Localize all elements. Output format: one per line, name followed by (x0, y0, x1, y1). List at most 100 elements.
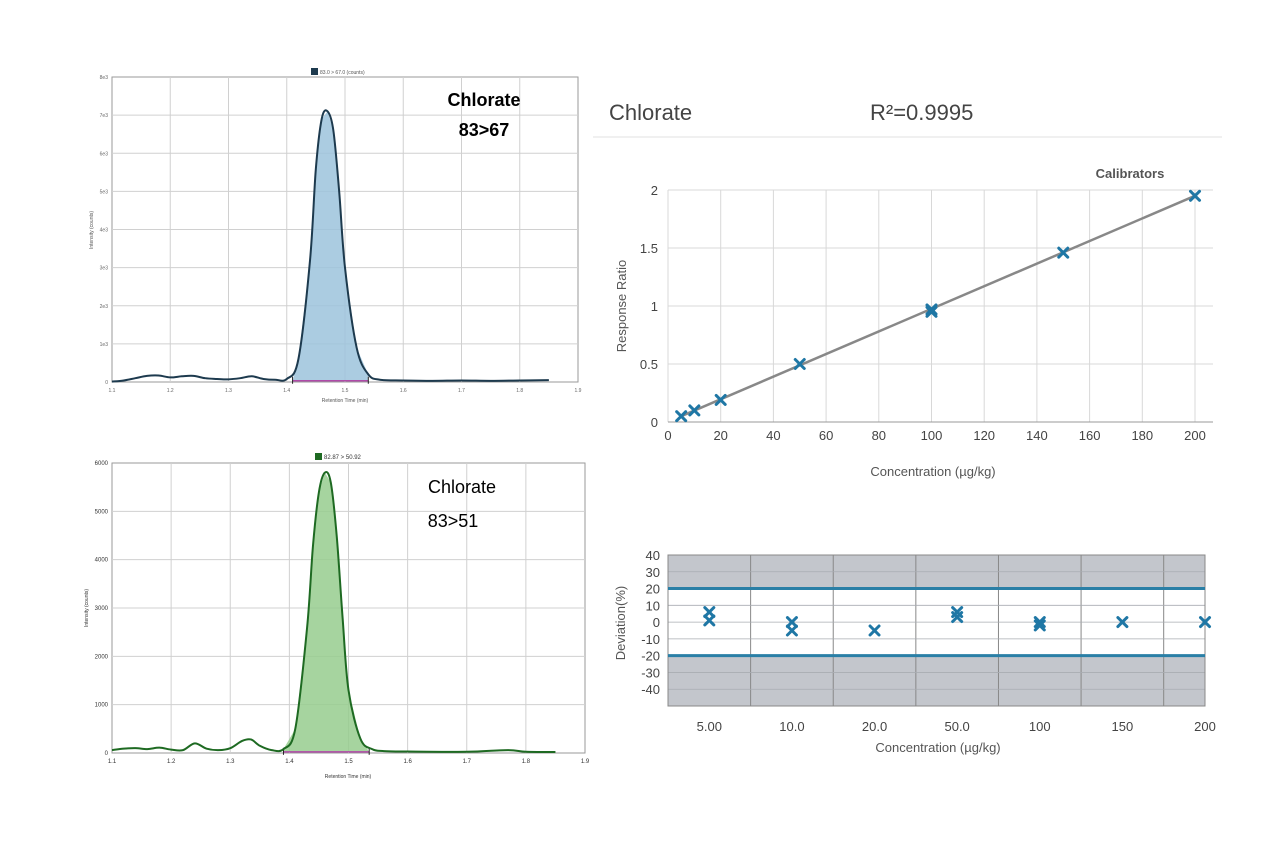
deviation-point (703, 606, 716, 619)
chrom1-legend: 83.0 > 67.0 (counts) (320, 70, 365, 76)
calibration-y-tick: 0 (651, 415, 658, 430)
deviation-y-tick: -10 (641, 632, 660, 647)
chrom1-y-axis-label: Intensity (counts) (89, 211, 95, 249)
chrom2-y-tick: 3000 (95, 606, 109, 612)
chrom2-x-tick: 1.8 (522, 759, 531, 765)
chrom2-legend-swatch (315, 453, 322, 460)
calibration-y-tick: 0.5 (640, 357, 658, 372)
deviation-y-tick: 20 (646, 582, 660, 597)
chrom1-y-tick: 2e3 (100, 304, 109, 310)
chrom1-x-tick: 1.1 (109, 388, 116, 394)
deviation-y-tick: -30 (641, 665, 660, 680)
chrom2-tick-labels: 1.1 1.2 1.3 1.4 1.5 1.6 1.7 1.8 1.9 0 1000 2000 3000… (95, 461, 590, 765)
deviation-point-stroke-b (951, 611, 964, 624)
calibration-points (675, 189, 1201, 423)
chrom1-legend-swatch (311, 68, 318, 75)
deviation-point (1199, 616, 1211, 629)
calibration-x-tick: 160 (1079, 428, 1101, 443)
chrom2-y-tick: 0 (105, 751, 109, 757)
deviation-frame (667, 554, 1206, 707)
deviation-point (951, 611, 964, 624)
chrom1-x-tick: 1.6 (400, 388, 407, 394)
deviation-point (868, 624, 881, 637)
chrom2-x-axis-label: Retention Time (min) (325, 774, 372, 780)
deviation-x-tick: 200 (1194, 719, 1216, 734)
deviation-x-tick: 100 (1029, 719, 1051, 734)
deviation-point-stroke-b (1199, 616, 1211, 629)
chrom1-x-tick: 1.7 (458, 388, 465, 394)
calibration-x-tick: 120 (973, 428, 995, 443)
calibration-x-tick: 140 (1026, 428, 1048, 443)
chrom2-x-tick: 1.9 (581, 759, 590, 765)
chrom2-legend: 82.87 > 50.92 (324, 455, 362, 461)
calibration-point (925, 303, 938, 316)
chrom1-x-axis-label: Retention Time (min) (322, 398, 369, 404)
calibration-regression-line (680, 194, 1196, 418)
deviation-point-stroke-b (785, 616, 798, 629)
calibration-point-stroke-b (675, 410, 688, 423)
deviation-point (785, 624, 798, 637)
deviation-y-tick: 10 (646, 598, 660, 613)
chrom2-y-tick: 6000 (95, 461, 109, 467)
deviation-point-stroke-b (703, 606, 716, 619)
deviation-x-tick: 5.00 (697, 719, 722, 734)
calibration-x-tick: 80 (872, 428, 886, 443)
deviation-y-tick: -40 (641, 682, 660, 697)
deviation-background (668, 555, 1205, 706)
chrom1-x-tick: 1.5 (342, 388, 349, 394)
deviation-points (703, 606, 1211, 637)
chrom2-y-tick: 4000 (95, 558, 109, 564)
calibration-point (925, 305, 938, 318)
calibration-point-stroke-b (925, 303, 938, 316)
chrom2-y-tick: 2000 (95, 654, 109, 660)
chrom1-trace (111, 109, 549, 384)
chrom2-x-tick: 1.4 (285, 759, 294, 765)
calibration-x-tick: 100 (921, 428, 943, 443)
deviation-point-stroke-b (1116, 616, 1129, 629)
chrom2-x-tick: 1.5 (344, 759, 353, 765)
chrom2-x-tick: 1.3 (226, 759, 235, 765)
deviation-point (1033, 616, 1046, 629)
deviation-x-tick: 10.0 (779, 719, 804, 734)
chrom1-peak-area (292, 111, 369, 381)
chrom2-title: Chlorate (428, 477, 496, 497)
deviation-x-tick: 150 (1112, 719, 1134, 734)
chrom2-y-tick: 5000 (95, 509, 109, 515)
chrom2-y-axis-label: Intensity (counts) (84, 589, 90, 627)
deviation-y-tick: 40 (646, 548, 660, 563)
chrom1-title: Chlorate (447, 90, 520, 110)
chrom2-trace (111, 471, 556, 755)
calibration-chart: Chlorate R²=0.9995 Calibrators 0 20 40 60 80… (593, 100, 1222, 479)
calibration-r-squared: R²=0.9995 (870, 100, 973, 125)
calibration-x-tick: 0 (664, 428, 671, 443)
calibration-y-axis-label: Response Ratio (614, 260, 629, 353)
calibration-fit-line (680, 194, 1196, 418)
chrom2-x-tick: 1.6 (403, 759, 412, 765)
chrom1-y-tick: 3e3 (100, 266, 109, 272)
calibration-x-tick: 40 (766, 428, 780, 443)
chrom1-y-tick: 1e3 (100, 342, 109, 348)
calibration-point (714, 393, 727, 406)
calibration-point (675, 410, 688, 423)
deviation-point (1033, 619, 1046, 632)
deviation-y-tick: -20 (641, 649, 660, 664)
chrom1-x-tick: 1.3 (225, 388, 232, 394)
calibration-x-axis-label: Concentration (µg/kg) (870, 464, 995, 479)
chromatogram-83-51: 1.1 1.2 1.3 1.4 1.5 1.6 1.7 1.8 1.9 0 1000 2000 3000… (84, 453, 590, 780)
calibration-point-stroke-b (1189, 189, 1201, 202)
chrom1-x-tick: 1.9 (575, 388, 582, 394)
chrom1-subtitle: 83>67 (459, 120, 510, 140)
chrom1-y-tick: 4e3 (100, 228, 109, 234)
calibration-point-stroke-b (714, 393, 727, 406)
deviation-point-stroke-b (703, 614, 716, 627)
deviation-point-stroke-b (785, 624, 798, 637)
deviation-point-stroke-b (1033, 619, 1046, 632)
chrom1-tick-labels: 1.1 1.2 1.3 1.4 1.5 1.6 1.7 1.8 1.9 0 1e3 2e3 3e3 4e3… (100, 75, 582, 394)
calibration-point (793, 358, 806, 370)
chrom1-y-tick: 5e3 (100, 189, 109, 195)
calibration-point-stroke-b (793, 358, 806, 370)
calibration-point (688, 404, 701, 417)
calibration-x-tick: 20 (713, 428, 727, 443)
